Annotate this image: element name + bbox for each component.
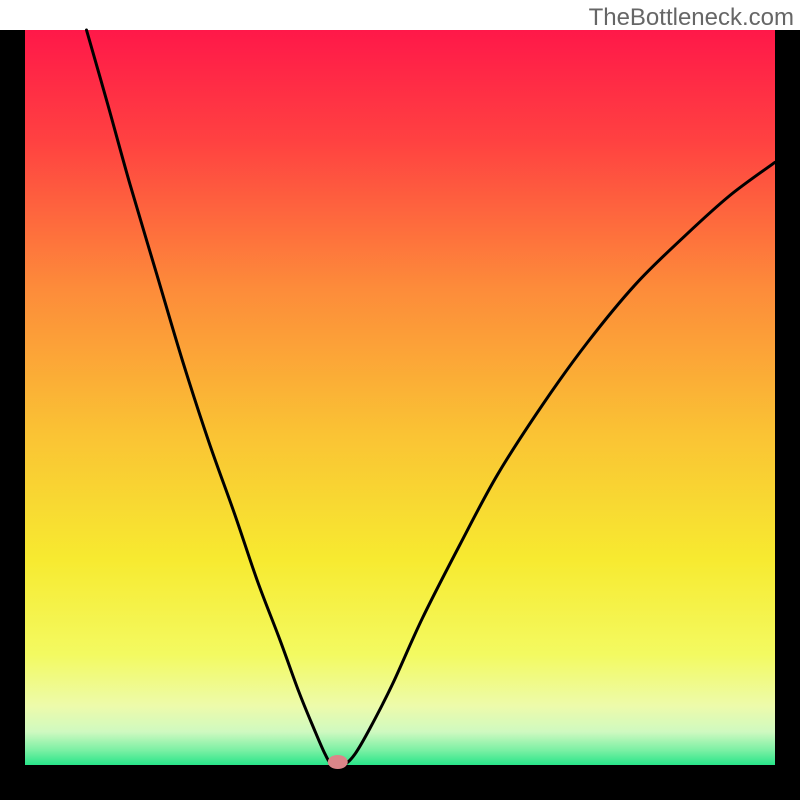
- frame-bottom: [0, 765, 800, 800]
- optimum-marker: [328, 755, 348, 769]
- bottleneck-chart: TheBottleneck.com: [0, 0, 800, 800]
- frame-right: [775, 30, 800, 790]
- watermark-text: TheBottleneck.com: [589, 4, 794, 32]
- chart-svg: [0, 0, 800, 800]
- frame-left: [0, 30, 25, 790]
- gradient-background: [25, 30, 775, 765]
